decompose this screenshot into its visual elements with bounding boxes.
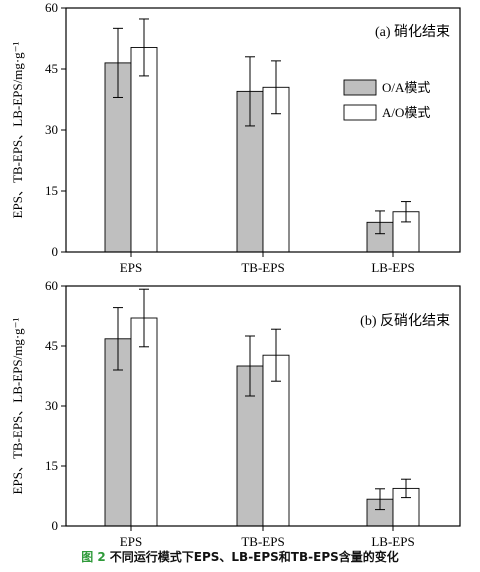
x-tick-label: TB-EPS (241, 260, 284, 275)
bar (130, 317, 158, 527)
y-axis-label: EPS、TB-EPS、LB-EPS/mg·g⁻¹ (10, 317, 25, 494)
y-tick-label: 45 (45, 61, 58, 76)
y-tick-label: 0 (52, 518, 59, 533)
legend-label: A/O模式 (382, 105, 430, 120)
x-tick-label: EPS (120, 534, 142, 548)
legend-swatch (343, 104, 377, 121)
chart-panel-a: 0 15 30 45 60 EPS TB-EPS LB-EPS EPS、TB-EPS、LB-EP… (10, 0, 461, 275)
figure-caption-text: 不同运行模式下EPS、LB-EPS和TB-EPS含量的变化 (109, 550, 399, 564)
figure-caption: 图 2 不同运行模式下EPS、LB-EPS和TB-EPS含量的变化 (0, 548, 480, 565)
chart-panel-b: 0 15 30 45 60 EPS TB-EPS LB-EPS EPS、TB-EPS、LB-EP… (10, 278, 461, 548)
bar (130, 46, 158, 253)
bar (262, 354, 290, 527)
x-tick-label: LB-EPS (371, 260, 414, 275)
y-tick-label: 30 (45, 398, 58, 413)
y-tick-label: 15 (45, 458, 58, 473)
y-tick-label: 60 (45, 0, 58, 15)
figure: 0 15 30 45 60 EPS TB-EPS LB-EPS EPS、TB-EPS、LB-EP… (10, 0, 461, 548)
panel-title: (b) 反硝化结束 (360, 313, 450, 329)
y-tick-label: 60 (45, 278, 58, 293)
x-tick-label: LB-EPS (371, 534, 414, 548)
y-tick-label: 45 (45, 338, 58, 353)
x-tick-label: EPS (120, 260, 142, 275)
y-axis-label: EPS、TB-EPS、LB-EPS/mg·g⁻¹ (10, 41, 25, 218)
legend-label: O/A模式 (382, 80, 430, 95)
y-tick-label: 15 (45, 183, 58, 198)
y-tick-label: 0 (52, 244, 59, 259)
x-tick-label: TB-EPS (241, 534, 284, 548)
figure-caption-label: 图 2 (81, 550, 106, 564)
legend-swatch (343, 79, 377, 96)
panel-title: (a) 硝化结束 (375, 24, 450, 40)
legend: O/A模式 A/O模式 (343, 79, 430, 121)
y-tick-label: 30 (45, 122, 58, 137)
